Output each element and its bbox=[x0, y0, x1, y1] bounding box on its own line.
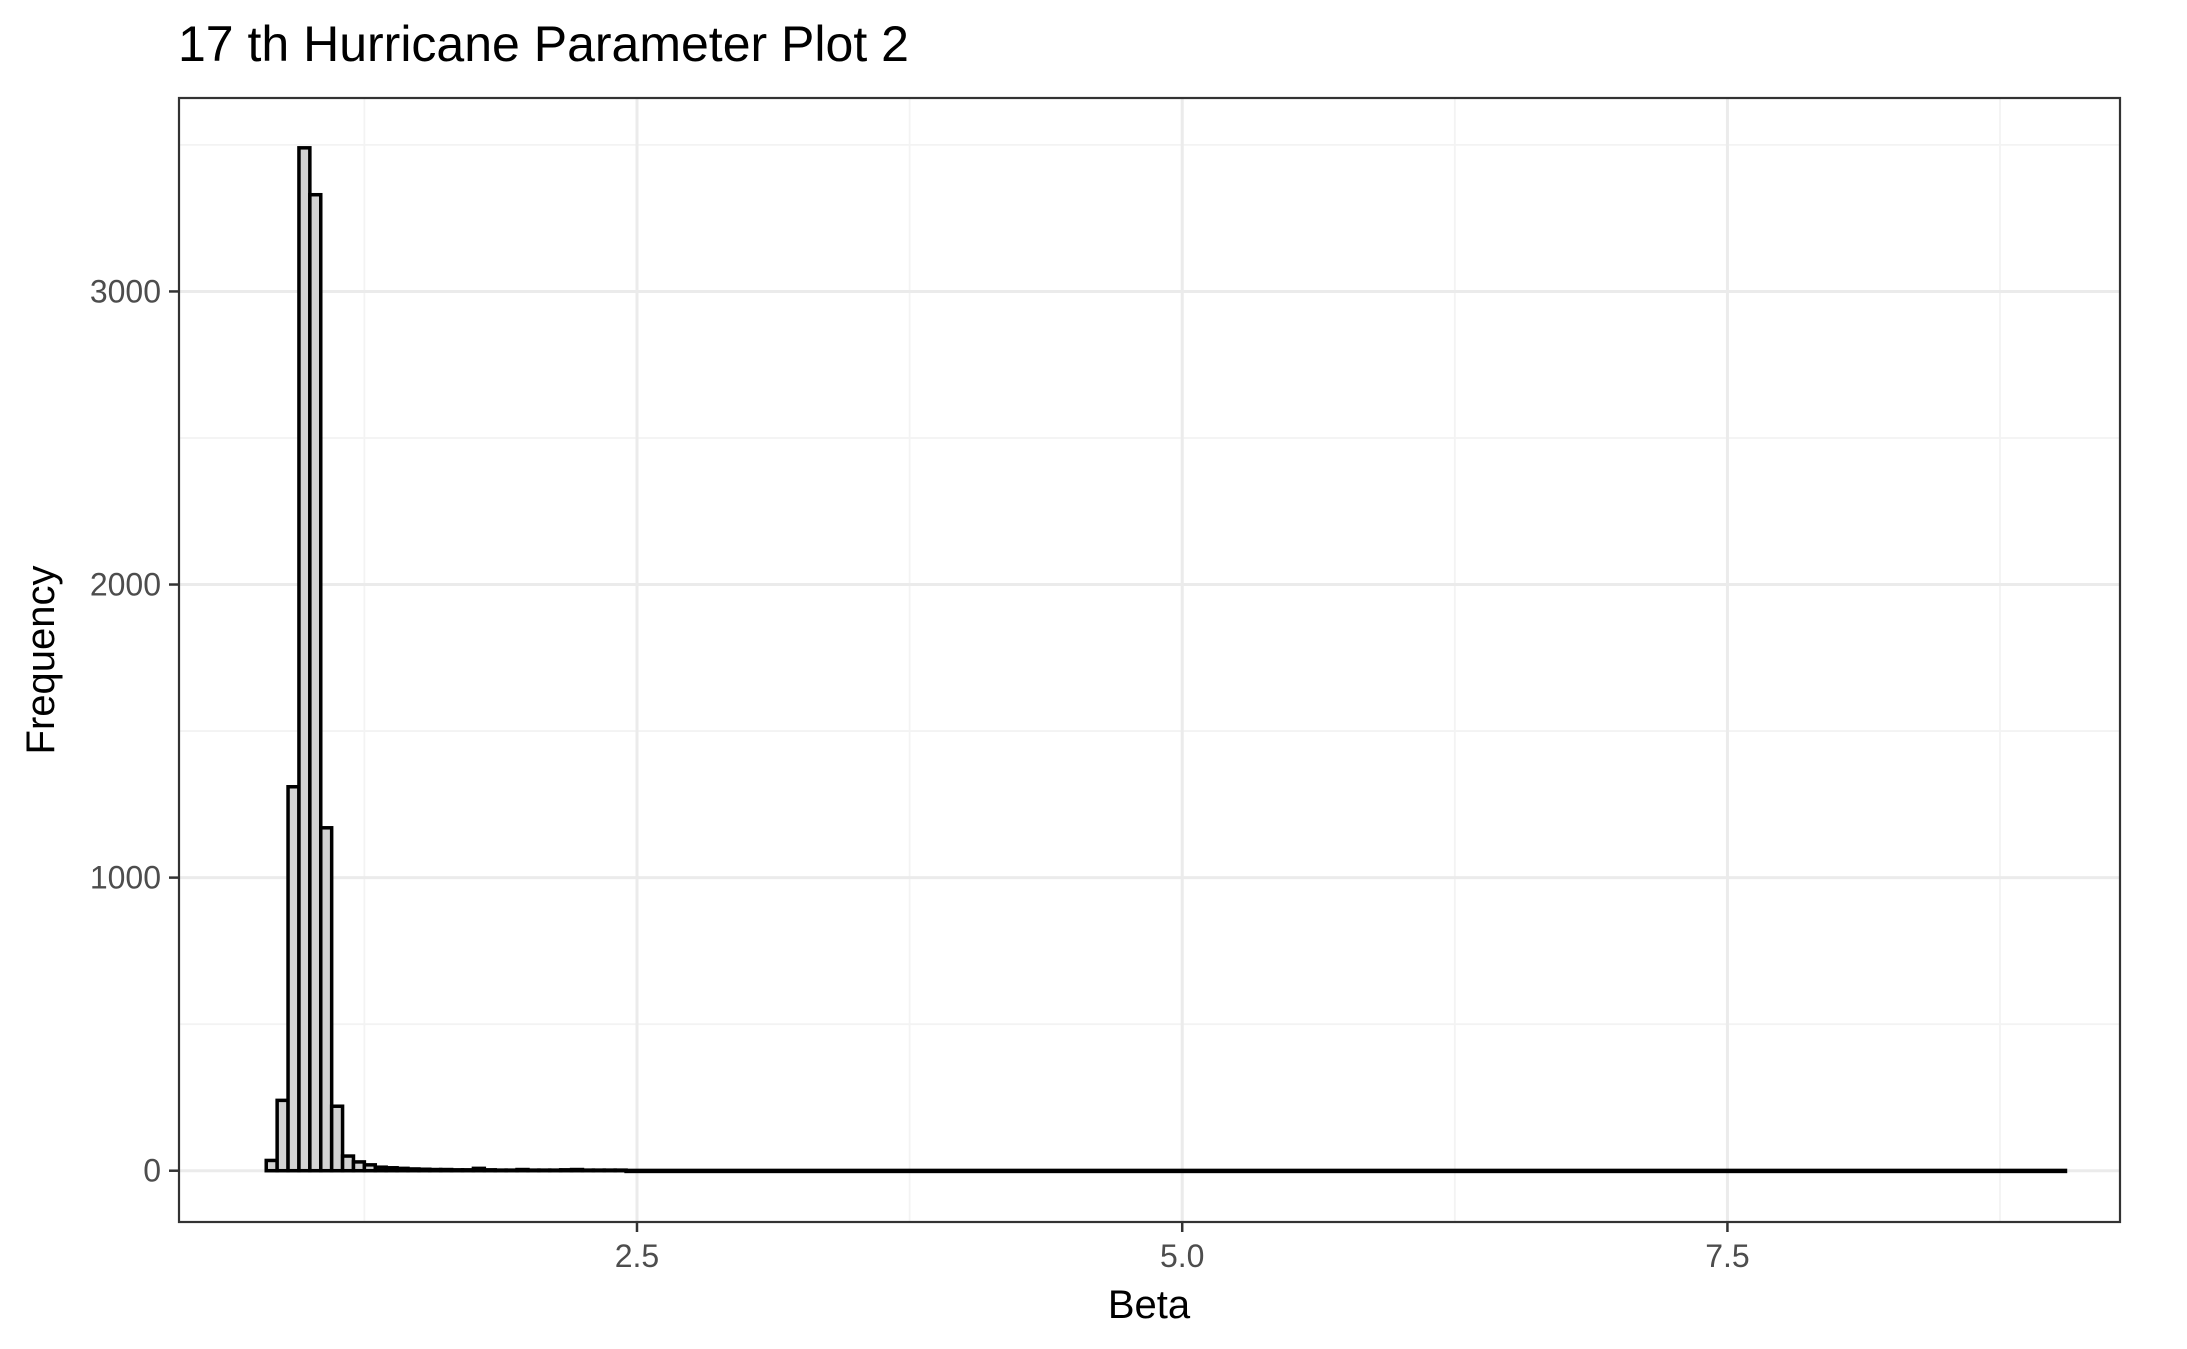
y-axis-title: Frequency bbox=[19, 566, 63, 755]
histogram-bar bbox=[308, 192, 323, 1173]
x-tick-label: 7.5 bbox=[1705, 1238, 1749, 1274]
histogram-bar bbox=[329, 1104, 345, 1173]
y-tick-label: 2000 bbox=[90, 567, 161, 603]
plot-panel-border bbox=[177, 96, 2122, 1224]
grid-lines bbox=[179, 98, 2120, 1222]
histogram-bar bbox=[319, 826, 334, 1173]
y-axis: 0 1000 2000 3000 bbox=[90, 273, 179, 1189]
x-axis: 2.5 5.0 7.5 bbox=[615, 1222, 1750, 1274]
chart-title: 17 th Hurricane Parameter Plot 2 bbox=[178, 16, 909, 72]
x-tick-label: 2.5 bbox=[615, 1238, 659, 1274]
y-tick-label: 0 bbox=[143, 1153, 161, 1189]
x-tick-label: 5.0 bbox=[1160, 1238, 1204, 1274]
x-axis-title: Beta bbox=[1108, 1283, 1191, 1327]
histogram-bars bbox=[264, 146, 2068, 1174]
y-tick-label: 3000 bbox=[90, 273, 161, 309]
histogram-tail-bars bbox=[624, 1168, 2068, 1174]
y-tick-label: 1000 bbox=[90, 860, 161, 896]
